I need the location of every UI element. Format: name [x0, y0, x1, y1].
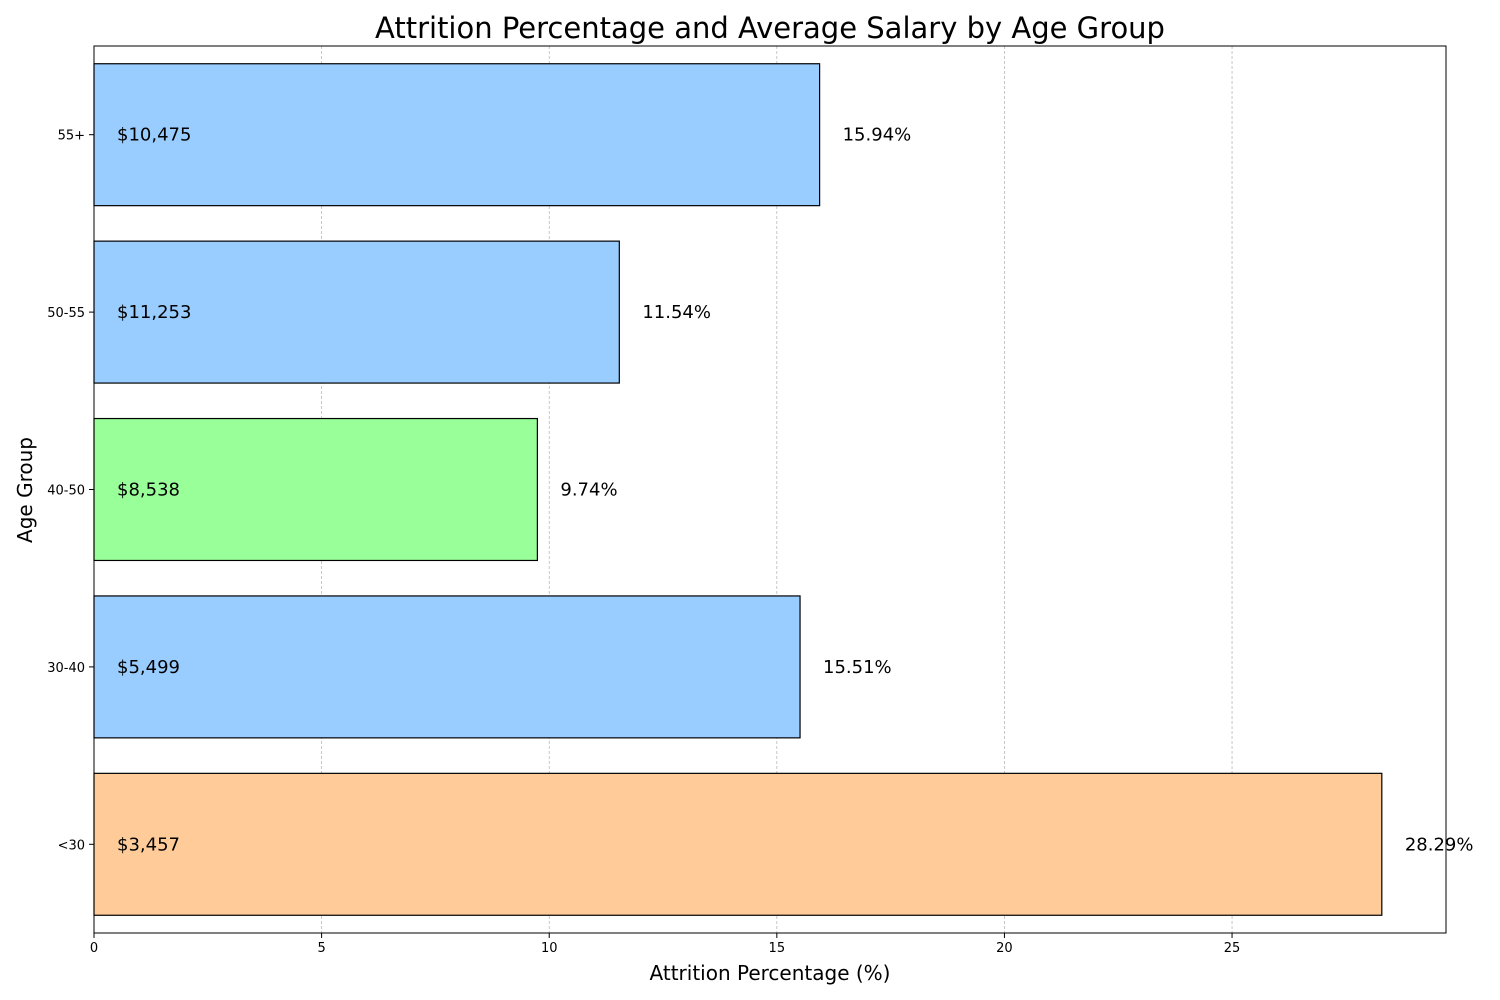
salary-label: $10,475 [117, 125, 191, 146]
bar [93, 772, 1383, 916]
salary-label: $5,499 [117, 657, 180, 678]
y-tick-label: 30-40 [47, 661, 85, 676]
bar [93, 595, 801, 739]
value-label: 15.94% [843, 125, 912, 146]
salary-label: $3,457 [117, 834, 180, 855]
tick-layer: 0 5 10 15 20 25 <30 30-40 40-50 50-55 55+ [47, 129, 1240, 956]
salary-label: $8,538 [117, 480, 180, 501]
y-tick-label: 50-55 [47, 306, 85, 321]
bar [93, 240, 620, 384]
value-label: 9.74% [560, 480, 617, 501]
value-label: 15.51% [823, 657, 892, 678]
x-tick-label: 0 [90, 941, 98, 956]
salary-label: $11,253 [117, 302, 191, 323]
value-label: 11.54% [642, 302, 711, 323]
chart-title: Attrition Percentage and Average Salary … [375, 11, 1165, 45]
bar [93, 63, 821, 207]
y-tick-label: 55+ [58, 129, 85, 144]
y-tick-label: 40-50 [47, 484, 85, 499]
bar-layer: $3,457 28.29% $5,499 15.51% $8,538 9.74% $11,2… [93, 63, 1474, 916]
y-axis-label: Age Group [13, 437, 37, 543]
x-tick-label: 5 [317, 941, 325, 956]
x-tick-label: 25 [1224, 941, 1241, 956]
x-axis-label: Attrition Percentage (%) [650, 961, 891, 985]
x-tick-label: 10 [541, 941, 558, 956]
y-tick-label: <30 [58, 838, 85, 853]
bar [93, 417, 538, 562]
value-label: 28.29% [1405, 834, 1474, 855]
x-tick-label: 15 [769, 941, 786, 956]
x-tick-label: 20 [996, 941, 1013, 956]
